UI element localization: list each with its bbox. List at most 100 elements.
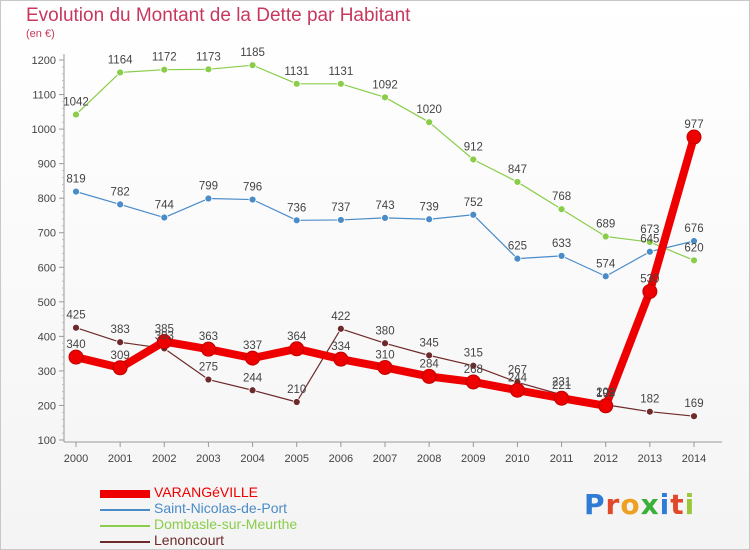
logo-letter: o — [620, 488, 641, 521]
data-point — [425, 215, 434, 224]
data-point — [645, 238, 654, 246]
data-point — [513, 254, 522, 263]
data-point — [554, 390, 570, 406]
data-label: 633 — [552, 238, 571, 250]
x-tick-label: 2010 — [505, 453, 529, 465]
y-tick-label: 1000 — [32, 124, 56, 136]
data-label: 385 — [155, 324, 174, 336]
data-point — [425, 351, 434, 360]
data-point — [601, 232, 610, 241]
data-point — [690, 256, 698, 265]
data-point — [72, 323, 80, 332]
data-label: 275 — [199, 362, 218, 374]
data-point — [642, 283, 658, 299]
data-label: 1042 — [63, 97, 89, 109]
data-point — [204, 194, 213, 203]
y-tick-label: 600 — [38, 262, 56, 274]
data-point — [381, 93, 389, 102]
data-label: 380 — [375, 325, 394, 337]
data-point — [469, 210, 478, 219]
data-point — [598, 398, 614, 414]
logo-letter: x — [640, 488, 660, 521]
data-label: 782 — [111, 186, 130, 198]
data-point — [248, 386, 257, 395]
y-tick-label: 200 — [38, 400, 56, 412]
data-label: 210 — [287, 384, 306, 396]
logo-letter: i — [659, 488, 671, 521]
data-label: 221 — [552, 380, 571, 392]
data-label: 1173 — [196, 51, 221, 63]
data-label: 340 — [66, 339, 85, 351]
data-label: 819 — [66, 174, 85, 186]
x-tick-label: 2000 — [64, 453, 88, 465]
x-tick-label: 2001 — [108, 453, 132, 465]
data-point — [292, 216, 301, 225]
data-label: 182 — [640, 394, 659, 406]
data-point — [425, 118, 434, 127]
logo-letter: P — [584, 488, 606, 521]
data-point — [204, 375, 213, 384]
data-label: 847 — [508, 164, 527, 176]
y-tick-label: 500 — [38, 297, 56, 309]
y-tick-label: 400 — [38, 331, 56, 343]
data-point — [333, 351, 349, 367]
x-tick-label: 2013 — [638, 453, 662, 465]
data-point — [160, 65, 169, 74]
data-point — [686, 129, 702, 145]
data-point — [68, 349, 84, 365]
data-label: 244 — [508, 372, 528, 384]
y-tick-label: 1100 — [32, 90, 56, 102]
data-label: 768 — [552, 191, 571, 203]
data-point — [601, 272, 610, 281]
data-point — [469, 155, 478, 164]
data-point — [72, 187, 80, 196]
y-tick-label: 300 — [38, 366, 56, 378]
data-label: 199 — [596, 388, 615, 400]
x-tick-label: 2012 — [593, 453, 617, 465]
data-point — [72, 110, 80, 119]
data-point — [381, 339, 389, 348]
data-label: 345 — [420, 337, 439, 349]
data-label: 673 — [640, 224, 659, 236]
data-label: 620 — [684, 242, 703, 254]
data-label: 267 — [508, 364, 527, 376]
data-label: 231 — [552, 377, 571, 389]
data-label: 363 — [199, 331, 218, 343]
data-point — [465, 374, 481, 390]
data-label: 1185 — [240, 47, 265, 59]
data-label: 1172 — [152, 52, 177, 64]
data-point — [248, 195, 257, 204]
legend-swatch — [100, 541, 150, 543]
data-point — [381, 213, 389, 222]
data-point — [557, 251, 566, 260]
data-label: 1020 — [416, 104, 442, 116]
data-point — [156, 334, 172, 350]
legend-swatch — [100, 490, 150, 498]
chart-title: Evolution du Montant de la Dette par Hab… — [26, 5, 411, 26]
legend-swatch — [100, 525, 150, 527]
data-point — [289, 341, 305, 357]
data-label: 739 — [420, 201, 439, 213]
data-point — [690, 237, 698, 245]
data-label: 743 — [375, 200, 394, 212]
data-label: 1092 — [372, 79, 398, 91]
data-point — [377, 359, 393, 375]
data-point — [248, 61, 257, 70]
legend-swatch — [100, 509, 150, 511]
data-label: 315 — [464, 348, 483, 360]
data-label: 744 — [155, 200, 175, 212]
x-tick-label: 2011 — [550, 453, 574, 465]
x-tick-label: 2003 — [196, 453, 220, 465]
legend-label: Dombasle-sur-Meurthe — [154, 516, 298, 532]
data-point — [336, 324, 345, 333]
data-point — [160, 213, 169, 222]
data-label: 334 — [331, 341, 351, 353]
data-point — [292, 79, 301, 88]
data-label: 799 — [199, 181, 218, 193]
data-point — [336, 216, 345, 224]
data-label: 309 — [111, 350, 130, 362]
y-tick-label: 800 — [38, 193, 56, 205]
data-label: 676 — [684, 223, 703, 235]
data-label: 574 — [596, 258, 616, 270]
